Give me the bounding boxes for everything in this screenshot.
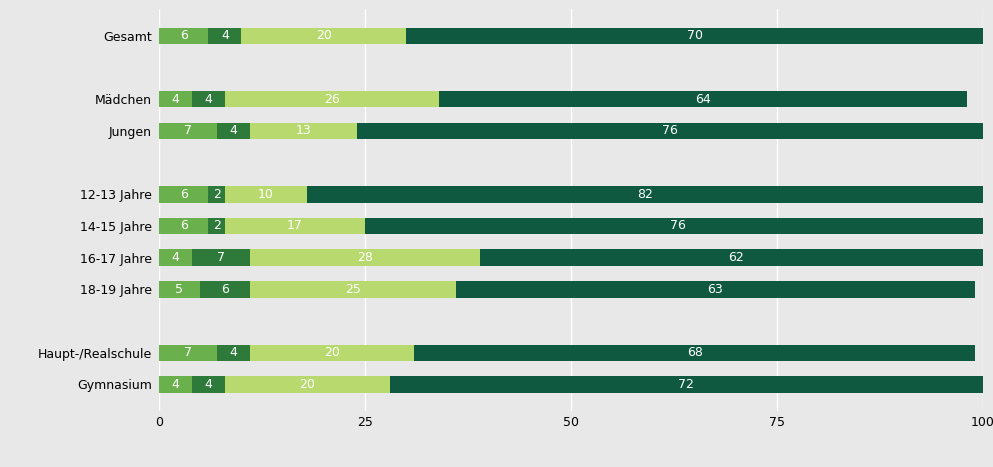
Text: 68: 68 xyxy=(687,346,702,359)
Bar xyxy=(159,123,216,139)
Bar xyxy=(159,218,209,234)
Text: 72: 72 xyxy=(678,378,694,391)
Text: 6: 6 xyxy=(220,283,228,296)
Text: 6: 6 xyxy=(180,29,188,42)
Bar xyxy=(439,91,966,107)
Text: 62: 62 xyxy=(728,251,744,264)
Text: 4: 4 xyxy=(220,29,228,42)
Text: 76: 76 xyxy=(662,124,678,137)
Bar xyxy=(159,249,192,266)
Bar xyxy=(192,376,224,393)
Text: 70: 70 xyxy=(686,29,703,42)
Text: 5: 5 xyxy=(176,283,184,296)
Bar xyxy=(209,218,224,234)
Bar xyxy=(224,376,389,393)
Text: 4: 4 xyxy=(172,93,180,106)
Text: 17: 17 xyxy=(287,219,303,233)
Text: 4: 4 xyxy=(229,346,237,359)
Text: 13: 13 xyxy=(295,124,311,137)
Bar xyxy=(159,281,200,297)
Bar xyxy=(224,186,307,203)
Text: 76: 76 xyxy=(670,219,686,233)
Bar xyxy=(389,376,983,393)
Bar xyxy=(224,91,439,107)
Bar xyxy=(249,281,456,297)
Bar xyxy=(192,91,224,107)
Bar xyxy=(414,345,975,361)
Text: 20: 20 xyxy=(299,378,315,391)
Bar xyxy=(481,249,991,266)
Text: 10: 10 xyxy=(258,188,274,201)
Bar xyxy=(249,345,414,361)
Bar xyxy=(307,186,983,203)
Text: 4: 4 xyxy=(205,378,213,391)
Bar xyxy=(216,123,249,139)
Text: 4: 4 xyxy=(172,251,180,264)
Text: 26: 26 xyxy=(324,93,340,106)
Bar xyxy=(159,91,192,107)
Bar xyxy=(356,123,983,139)
Bar xyxy=(406,28,983,44)
Bar xyxy=(159,376,192,393)
Text: 6: 6 xyxy=(180,219,188,233)
Text: 4: 4 xyxy=(172,378,180,391)
Bar xyxy=(456,281,975,297)
Text: 2: 2 xyxy=(213,188,220,201)
Text: 7: 7 xyxy=(184,346,192,359)
Text: 7: 7 xyxy=(216,251,224,264)
Text: 28: 28 xyxy=(357,251,372,264)
Text: 4: 4 xyxy=(205,93,213,106)
Bar xyxy=(200,281,249,297)
Bar xyxy=(159,28,209,44)
Bar xyxy=(209,186,224,203)
Text: 6: 6 xyxy=(180,188,188,201)
Bar xyxy=(216,345,249,361)
Text: 20: 20 xyxy=(316,29,332,42)
Bar xyxy=(249,123,356,139)
Bar xyxy=(192,249,249,266)
Text: 64: 64 xyxy=(695,93,711,106)
Bar xyxy=(159,345,216,361)
Text: 4: 4 xyxy=(229,124,237,137)
Text: 82: 82 xyxy=(638,188,653,201)
Text: 2: 2 xyxy=(213,219,220,233)
Bar xyxy=(224,218,365,234)
Bar xyxy=(241,28,406,44)
Text: 63: 63 xyxy=(707,283,723,296)
Bar xyxy=(209,28,241,44)
Bar xyxy=(365,218,991,234)
Bar xyxy=(249,249,481,266)
Text: 25: 25 xyxy=(345,283,360,296)
Text: 20: 20 xyxy=(324,346,340,359)
Text: 7: 7 xyxy=(184,124,192,137)
Bar xyxy=(159,186,209,203)
